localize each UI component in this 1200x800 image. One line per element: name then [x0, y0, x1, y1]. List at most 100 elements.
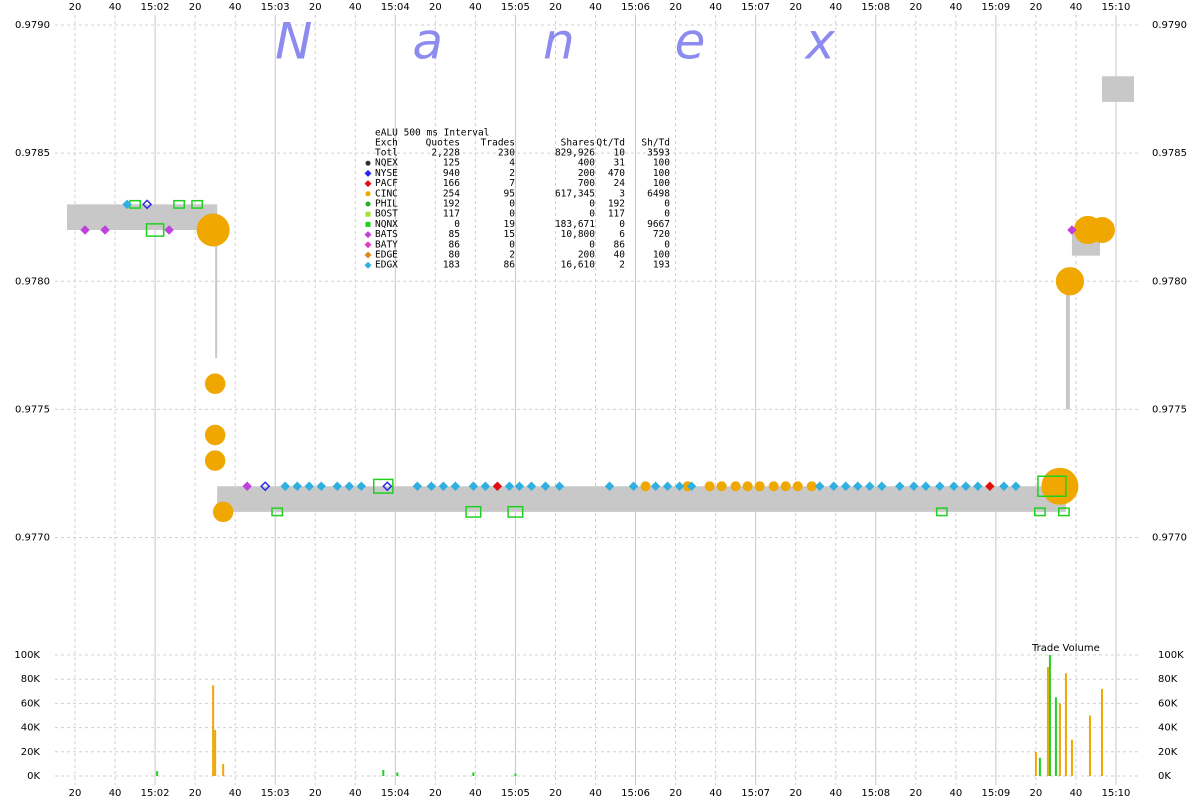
table-row-label: BATY — [375, 239, 398, 250]
quote-marker — [280, 481, 290, 491]
table-cell: 4 — [509, 158, 515, 169]
volume-bar — [1058, 703, 1061, 776]
quote-marker — [985, 481, 995, 491]
x-tick-label: 15:10 — [1102, 2, 1131, 13]
table-cell: 100 — [653, 168, 670, 179]
table-cell: 829,926 — [555, 148, 595, 159]
table-cell: 0 — [454, 219, 460, 230]
x-tick-label: 20 — [189, 2, 202, 13]
table-row-label: NYSE — [375, 168, 398, 179]
legend-marker — [364, 169, 372, 177]
trade-marker — [1037, 475, 1067, 497]
quote-marker — [80, 225, 90, 235]
table-cell: 192 — [608, 199, 625, 210]
quote-marker — [604, 481, 615, 491]
volume-bar — [1046, 667, 1049, 776]
volume-bar — [1034, 751, 1037, 776]
quote-marker — [935, 481, 945, 491]
x-tick-label: 15:07 — [741, 788, 770, 799]
quote-marker — [514, 481, 525, 491]
watermark: N a n e x — [275, 13, 835, 71]
y-tick-label: 100K — [1158, 650, 1184, 661]
volume-bar — [1054, 697, 1057, 776]
trade-marker — [173, 199, 186, 209]
quote-marker — [122, 199, 132, 210]
x-tick-label: 15:02 — [141, 2, 170, 13]
quote-marker — [865, 481, 875, 491]
x-tick-label: 15:06 — [621, 2, 650, 13]
quote-marker — [909, 481, 919, 491]
trade-marker — [204, 424, 226, 446]
table-cell: 9667 — [647, 219, 670, 230]
trade-marker — [507, 505, 524, 518]
table-cell: 86 — [504, 260, 516, 271]
y-tick-label: 80K — [1158, 674, 1178, 685]
table-cell: 0 — [509, 239, 515, 250]
y-tick-label: 0K — [27, 771, 40, 782]
x-tick-label: 20 — [549, 788, 562, 799]
table-cell: 400 — [578, 158, 595, 169]
x-tick-label: 40 — [949, 788, 962, 799]
table-cell: 0 — [589, 239, 595, 250]
x-tick-label: 15:09 — [981, 2, 1010, 13]
table-cell: 3593 — [647, 148, 670, 159]
legend-marker — [365, 160, 371, 166]
trade-marker — [806, 481, 817, 492]
table-cell: 117 — [608, 209, 625, 220]
table-cell: 470 — [608, 168, 625, 179]
quote-marker — [949, 481, 959, 491]
x-tick-label: 20 — [909, 788, 922, 799]
legend-marker — [364, 180, 372, 188]
grid: 2020404015:0215:022020404015:0315:032020… — [14, 2, 1187, 799]
x-tick-label: 15:07 — [741, 2, 770, 13]
table-header: Quotes — [426, 138, 460, 149]
table-cell: 166 — [443, 178, 460, 189]
trade-marker — [372, 478, 394, 494]
table-cell: 254 — [443, 188, 460, 199]
quote-marker — [316, 481, 326, 491]
y-tick-label: 40K — [1158, 723, 1178, 734]
table-cell: 31 — [614, 158, 626, 169]
quote-marker — [814, 481, 825, 491]
quote-marker — [480, 481, 491, 491]
table-cell: 86 — [614, 239, 626, 250]
table-cell: 95 — [504, 188, 515, 199]
quote-marker — [895, 481, 905, 491]
x-tick-label: 40 — [829, 2, 842, 13]
x-tick-label: 20 — [309, 788, 322, 799]
table-cell: 720 — [653, 229, 670, 240]
quote-marker — [999, 481, 1009, 491]
volume-bar — [1048, 655, 1051, 776]
volume-bar — [1038, 757, 1041, 776]
x-tick-label: 15:04 — [381, 2, 410, 13]
table-cell: 192 — [443, 199, 460, 210]
table-cell: 80 — [449, 250, 461, 261]
nbbo-band — [217, 486, 1066, 512]
table-row-label: PACF — [375, 178, 398, 189]
table-cell: 2,228 — [431, 148, 460, 159]
legend-marker — [365, 201, 371, 207]
quote-marker — [961, 481, 971, 491]
trade-marker — [1041, 467, 1079, 505]
quote-marker — [426, 481, 437, 491]
table-header: Qt/Td — [596, 138, 625, 149]
quote-marker — [344, 481, 354, 491]
volume-bar — [396, 772, 399, 776]
volume-bar — [514, 773, 517, 776]
y-tick-label: 80K — [21, 674, 41, 685]
legend-marker — [365, 211, 371, 217]
volume-bar — [1064, 673, 1067, 776]
x-tick-label: 15:02 — [141, 788, 170, 799]
volume-bar — [1070, 739, 1073, 776]
trade-marker — [1033, 507, 1046, 517]
x-tick-label: 15:06 — [621, 788, 650, 799]
trade-marker — [1088, 217, 1115, 243]
x-tick-label: 40 — [829, 788, 842, 799]
trade-marker — [780, 481, 791, 492]
nbbo-band — [1101, 76, 1134, 102]
quote-marker — [468, 481, 479, 491]
x-tick-label: 20 — [909, 2, 922, 13]
table-cell: 85 — [449, 229, 460, 240]
